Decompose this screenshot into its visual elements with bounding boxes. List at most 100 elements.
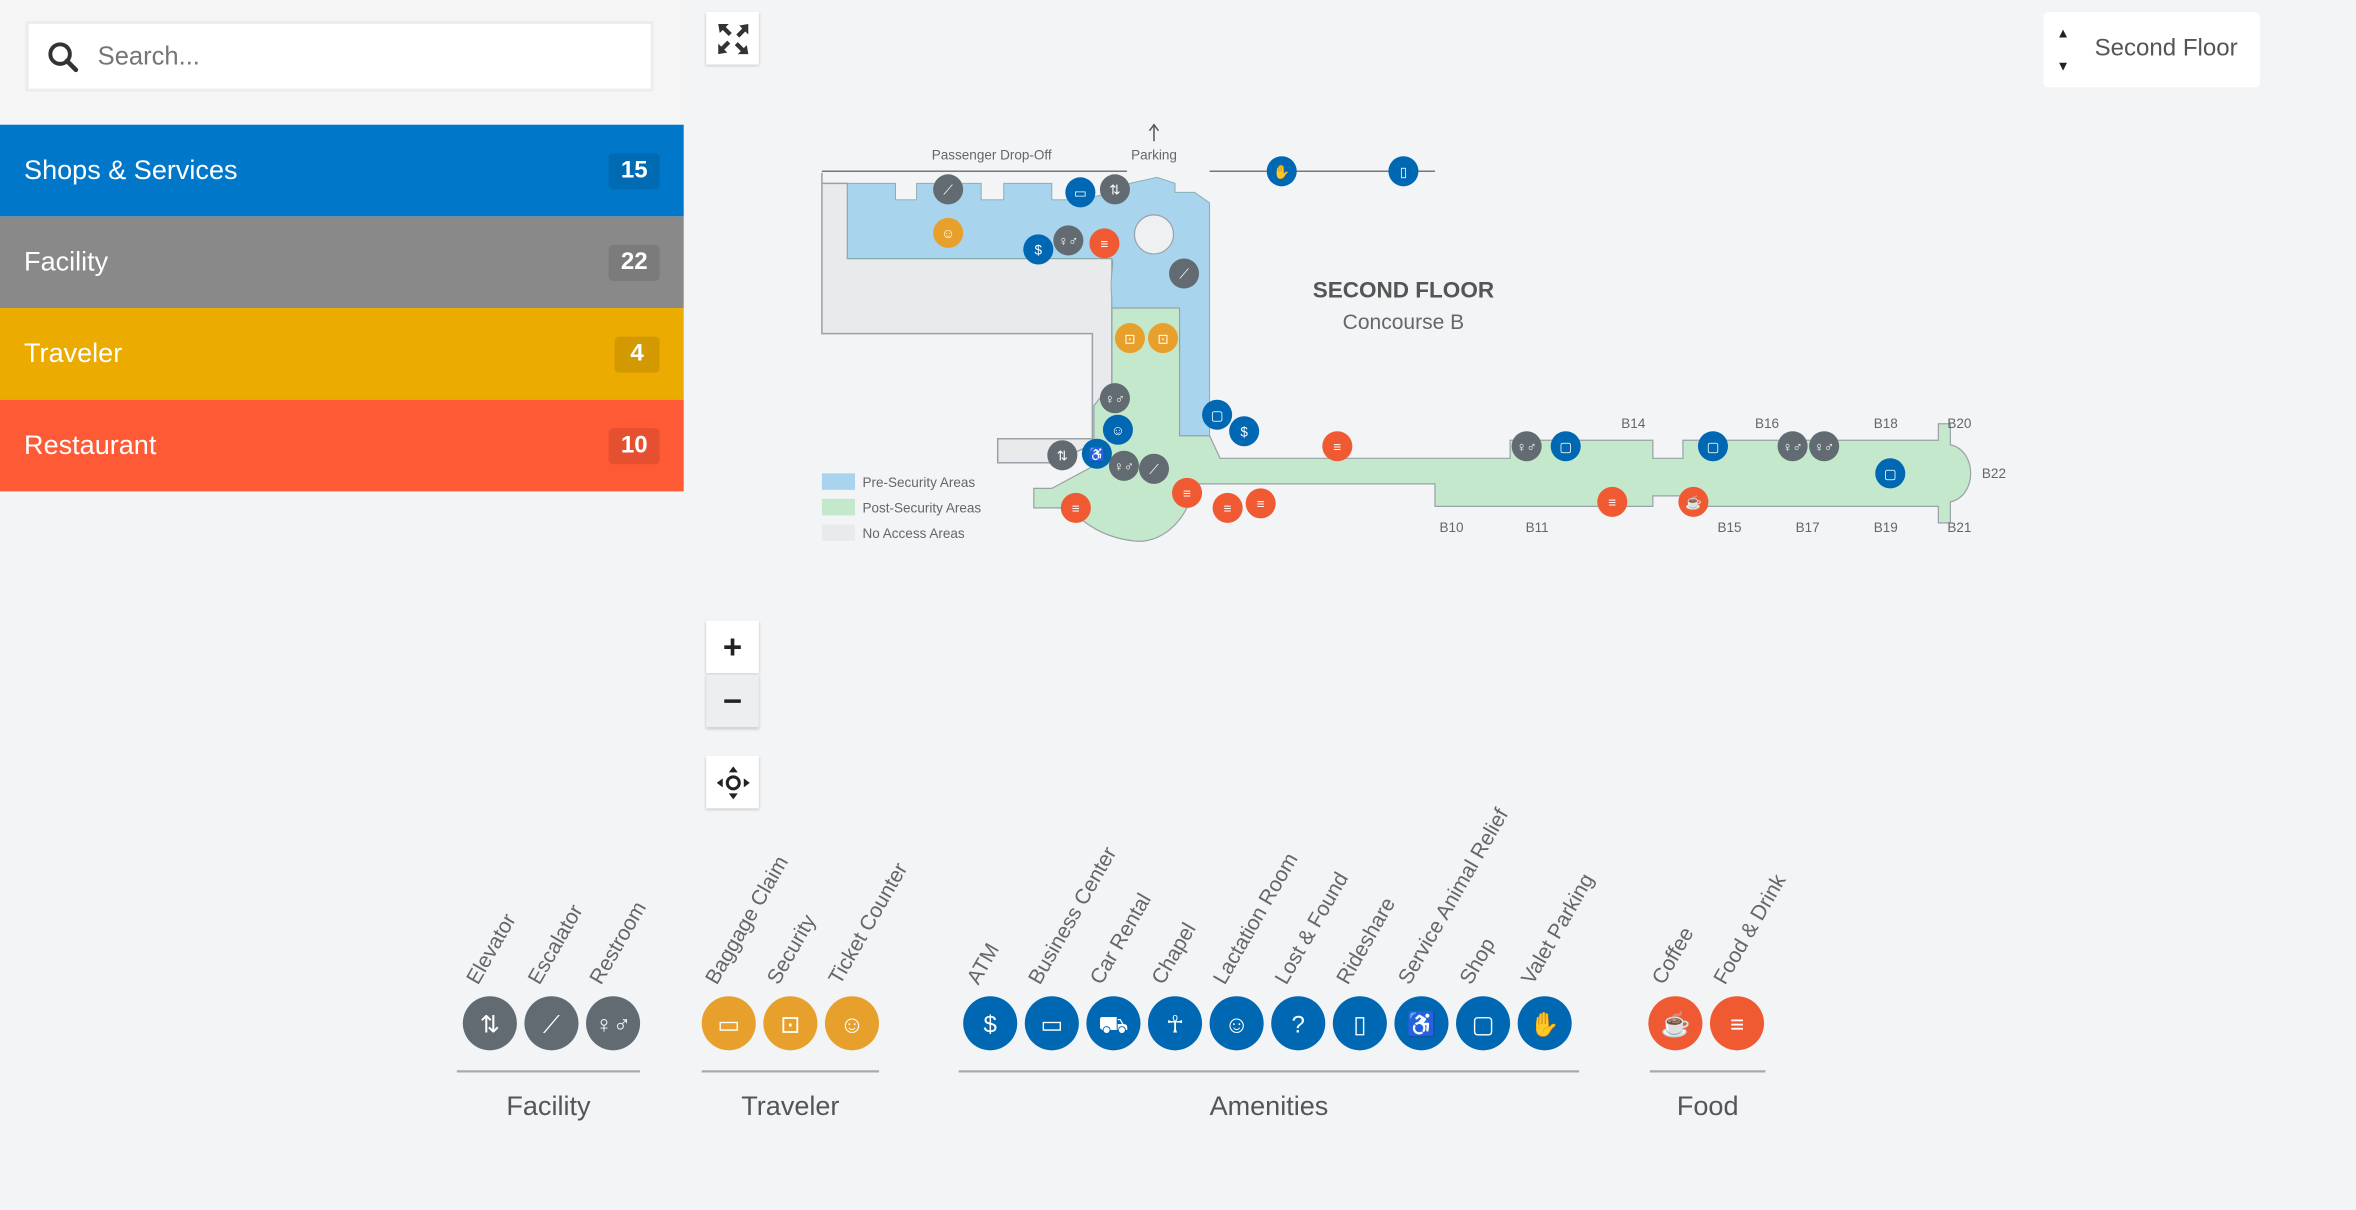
search-box[interactable] (25, 21, 654, 92)
map-marker-food-drink[interactable]: ≡ (1172, 477, 1203, 508)
area-legend-label: No Access Areas (862, 526, 964, 541)
map-marker-ticket-counter[interactable]: ☺ (933, 217, 964, 248)
food-drink-icon: ≡ (1730, 1011, 1744, 1038)
map-marker-food-drink[interactable]: ≡ (1212, 492, 1243, 523)
category-shops-services[interactable]: Shops & Services 15 (0, 124, 684, 217)
legend-item-label: Coffee (1648, 923, 1699, 988)
legend-item-chapel[interactable]: ☥ Chapel (1147, 919, 1203, 1051)
category-facility[interactable]: Facility 22 (0, 216, 684, 309)
map-marker-lactation-room[interactable]: ☺ (1102, 414, 1133, 445)
legend-item-shop[interactable]: ▢ Shop (1455, 934, 1511, 1051)
restroom-icon: ♀♂ (1814, 440, 1834, 455)
map-marker-coffee[interactable]: ☕ (1678, 486, 1709, 517)
legend-item-food-drink[interactable]: ≡ Food & Drink (1709, 870, 1791, 1051)
legend-item-car-rental[interactable]: ⛟ Car Rental (1086, 890, 1156, 1051)
security-icon: ⊡ (1124, 331, 1135, 346)
escalator-icon: ⟋ (1179, 267, 1189, 282)
lactation-room-icon: ☺ (1224, 1011, 1249, 1038)
map-marker-shop[interactable]: ▢ (1875, 458, 1906, 489)
legend-item-security[interactable]: ⊡ Security (763, 911, 821, 1051)
legend-item-label: Security (763, 911, 821, 989)
map-marker-circle (1212, 492, 1243, 523)
restroom-icon: ♀♂ (1517, 440, 1537, 455)
ticket-counter-icon: ☺ (840, 1011, 865, 1038)
legend-icon-circle (963, 996, 1018, 1051)
category-restaurant[interactable]: Restaurant 10 (0, 399, 684, 492)
map-marker-food-drink[interactable]: ≡ (1322, 431, 1353, 462)
legend-icon-circle (824, 996, 880, 1051)
area-legend-label: Pre-Security Areas (862, 475, 975, 490)
map-marker-restroom[interactable]: ♀♂ (1053, 225, 1084, 256)
map-marker-escalator[interactable]: ⟋ (933, 174, 964, 205)
gate-label: B17 (1796, 520, 1820, 535)
map-marker-business-center[interactable]: ▭ (1065, 177, 1096, 208)
legend-item-valet-parking[interactable]: ✋ Valet Parking (1517, 870, 1599, 1051)
map-marker-security[interactable]: ⊡ (1114, 323, 1145, 354)
food-drink-icon: ≡ (1333, 440, 1341, 455)
map-marker-circle (1678, 486, 1709, 517)
recenter-button[interactable] (706, 755, 759, 809)
map-marker-circle (1089, 228, 1120, 259)
car-rental-icon: ⛟ (1098, 1011, 1128, 1038)
map-marker-shop[interactable]: ▢ (1550, 431, 1581, 462)
legend-item-rideshare[interactable]: ▯ Rideshare (1332, 894, 1400, 1051)
map-marker-food-drink[interactable]: ≡ (1245, 488, 1276, 519)
legend-item-escalator[interactable]: ⟋ Escalator (524, 901, 588, 1051)
map-marker-rideshare[interactable]: ▯ (1388, 156, 1419, 187)
map-marker-circle (1322, 431, 1353, 462)
legend-icon-circle (1394, 996, 1449, 1051)
map-marker-shop[interactable]: ▢ (1202, 399, 1233, 430)
map-marker-restroom[interactable]: ♀♂ (1511, 431, 1542, 462)
floor-down-icon[interactable]: ▼ (2056, 58, 2070, 74)
legend-item-atm[interactable]: $ ATM (963, 940, 1018, 1051)
food-drink-icon: ≡ (1257, 497, 1265, 512)
legend-item-ticket-counter[interactable]: ☺ Ticket Counter (824, 859, 912, 1051)
escalator-icon: ⟋ (1149, 462, 1159, 477)
map-marker-restroom[interactable]: ♀♂ (1809, 431, 1840, 462)
category-traveler[interactable]: Traveler 4 (0, 308, 684, 400)
map-marker-circle (1114, 323, 1145, 354)
legend-icon-circle (1517, 996, 1572, 1051)
map-marker-escalator[interactable]: ⟋ (1138, 453, 1170, 484)
zoom-out-button[interactable]: − (706, 674, 759, 728)
map-marker-circle (1099, 383, 1130, 414)
legend-item-restroom[interactable]: ♀♂ Restroom (585, 898, 651, 1051)
map-marker-restroom[interactable]: ♀♂ (1099, 383, 1130, 414)
legend-item-elevator[interactable]: ⇅ Elevator (462, 910, 521, 1051)
floor-selector[interactable]: ▲ ▼ Second Floor (2043, 12, 2260, 88)
legend-item-label: Car Rental (1086, 890, 1156, 988)
map-marker-security[interactable]: ⊡ (1147, 323, 1179, 354)
map-marker-food-drink[interactable]: ≡ (1060, 492, 1091, 523)
zoom-in-button[interactable]: + (706, 620, 759, 674)
search-input[interactable] (94, 39, 612, 73)
gate-label: B22 (1982, 466, 2006, 481)
map-marker-food-drink[interactable]: ≡ (1597, 486, 1628, 517)
floor-up-icon[interactable]: ▲ (2056, 25, 2070, 41)
legend-item-label: Shop (1455, 934, 1499, 988)
legend-item-coffee[interactable]: ☕ Coffee (1648, 923, 1703, 1051)
map-marker-circle (1138, 453, 1170, 484)
floor-selector-value: Second Floor (2094, 36, 2238, 62)
map-floor-title: SECOND FLOOR (1313, 278, 1494, 303)
map-marker-circle (1388, 156, 1419, 187)
map-marker-valet-parking[interactable]: ✋ (1266, 156, 1297, 187)
map-marker-elevator[interactable]: ⇅ (1047, 440, 1078, 471)
map-marker-circle (1147, 323, 1179, 354)
map-marker-restroom[interactable]: ♀♂ (1777, 431, 1808, 462)
map-marker-escalator[interactable]: ⟋ (1169, 258, 1200, 289)
legend-icon-circle (1086, 996, 1141, 1051)
atm-icon: $ (1240, 425, 1248, 440)
map-marker-shop[interactable]: ▢ (1697, 431, 1728, 462)
fullscreen-button[interactable] (706, 12, 759, 65)
map-marker-food-drink[interactable]: ≡ (1089, 228, 1120, 259)
map-marker-atm[interactable]: $ (1229, 416, 1260, 447)
category-count: 4 (614, 335, 660, 372)
map-marker-service-animal-relief[interactable]: ♿ (1081, 438, 1112, 469)
map-marker-restroom[interactable]: ♀♂ (1108, 450, 1139, 481)
map-marker-circle (1065, 177, 1096, 208)
food-drink-icon: ≡ (1608, 495, 1616, 510)
map-marker-atm[interactable]: $ (1023, 234, 1054, 265)
map-marker-elevator[interactable]: ⇅ (1099, 174, 1130, 205)
map-marker-circle (933, 217, 964, 248)
